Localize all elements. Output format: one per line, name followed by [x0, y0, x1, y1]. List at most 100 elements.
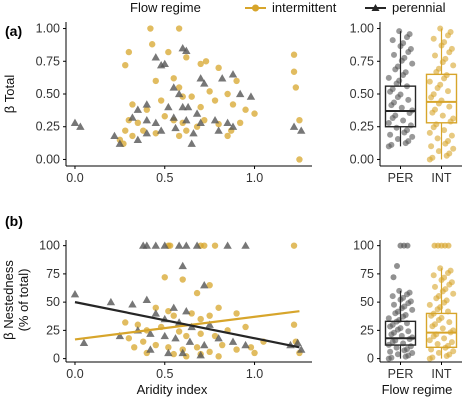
y-tick-label: 25: [360, 323, 374, 337]
point-INT: [446, 150, 453, 157]
point-perennial: [142, 115, 152, 124]
point-perennial: [223, 241, 232, 249]
point-INT: [437, 81, 444, 88]
point-INT: [430, 272, 437, 279]
point-perennial: [151, 118, 160, 126]
point-PER: [387, 131, 394, 138]
point-perennial: [235, 89, 245, 98]
point-INT: [426, 337, 433, 344]
xlabel-box: Flow regime: [382, 382, 453, 397]
point-intermittent: [165, 48, 172, 56]
point-INT: [438, 314, 445, 321]
point-intermittent: [170, 350, 177, 358]
point-perennial: [160, 331, 169, 340]
y-tick-label: 0.25: [36, 120, 60, 134]
outlier-PER: [394, 262, 400, 269]
point-perennial: [196, 74, 205, 82]
point-PER: [409, 60, 416, 67]
point-intermittent: [188, 310, 195, 317]
legend-title: Flow regime: [130, 0, 201, 15]
category-label: PER: [388, 171, 414, 185]
point-perennial: [182, 306, 191, 315]
panel-label-b: (b): [5, 213, 23, 229]
boxplot-b: 0 25 50 75 100 PER INT: [353, 239, 462, 381]
point-perennial: [205, 320, 214, 328]
point-perennial: [182, 241, 191, 249]
point-intermittent: [140, 127, 147, 134]
point-intermittent: [147, 25, 154, 32]
point-intermittent: [122, 61, 129, 69]
point-INT: [432, 321, 438, 328]
point-INT: [448, 132, 455, 139]
point-PER: [393, 344, 400, 351]
y-tick-label: 1.00: [36, 22, 60, 36]
point-intermittent: [206, 281, 213, 289]
point-INT: [450, 290, 457, 297]
point-intermittent: [296, 116, 303, 124]
point-PER: [396, 28, 403, 35]
point-PER: [407, 46, 414, 53]
outlier-INT: [445, 242, 452, 249]
point-intermittent: [122, 319, 129, 326]
point-perennial: [178, 348, 187, 357]
point-INT: [437, 265, 444, 272]
y-tick-label: 0.25: [350, 120, 374, 134]
point-PER: [391, 99, 397, 106]
point-PER: [407, 122, 414, 129]
point-PER: [396, 77, 403, 84]
point-intermittent: [193, 289, 201, 297]
point-INT: [426, 301, 433, 308]
point-PER: [405, 328, 412, 335]
ylabel-a: β Total: [2, 75, 17, 114]
outlier-PER: [390, 274, 397, 281]
y-tick-label: 0.75: [36, 54, 60, 68]
point-perennial: [128, 113, 137, 121]
y-tick-label: 100: [39, 239, 60, 253]
point-INT: [448, 279, 455, 286]
point-INT: [430, 35, 437, 42]
y-tick-label: 0.00: [350, 152, 374, 166]
point-perennial: [228, 337, 238, 345]
point-perennial: [174, 89, 184, 98]
scatter-b: 0 25 50 75 100 0.0 0.5 1.0: [39, 239, 312, 381]
point-perennial: [200, 280, 209, 289]
point-perennial: [196, 351, 205, 359]
point-intermittent: [140, 338, 147, 345]
point-intermittent: [242, 106, 249, 113]
point-intermittent: [175, 328, 183, 335]
point-PER: [400, 117, 407, 124]
point-perennial: [210, 115, 220, 124]
x-tick-label: 0.0: [66, 171, 83, 185]
point-perennial: [169, 83, 178, 91]
point-perennial: [146, 329, 155, 337]
point-INT: [442, 286, 449, 293]
point-PER: [405, 96, 412, 103]
point-PER: [391, 329, 397, 336]
point-intermittent: [175, 25, 183, 32]
point-INT: [441, 335, 448, 342]
point-INT: [437, 304, 444, 311]
point-INT: [450, 115, 457, 122]
point-PER: [388, 354, 395, 361]
point-perennial: [218, 74, 227, 82]
point-INT: [426, 78, 433, 85]
point-intermittent: [201, 116, 208, 124]
point-intermittent: [201, 242, 208, 249]
category-label: INT: [431, 171, 452, 185]
point-intermittent: [125, 48, 133, 56]
point-perennial: [133, 105, 143, 113]
point-perennial: [164, 348, 173, 357]
point-intermittent: [290, 68, 298, 75]
point-PER: [397, 91, 404, 98]
point-intermittent: [251, 349, 258, 357]
point-perennial: [142, 100, 152, 108]
point-PER: [387, 348, 394, 355]
point-PER: [393, 124, 400, 131]
point-PER: [401, 54, 408, 61]
point-INT: [442, 55, 449, 62]
point-PER: [407, 298, 414, 305]
point-PER: [394, 351, 401, 358]
point-PER: [397, 325, 404, 332]
point-intermittent: [125, 335, 133, 342]
